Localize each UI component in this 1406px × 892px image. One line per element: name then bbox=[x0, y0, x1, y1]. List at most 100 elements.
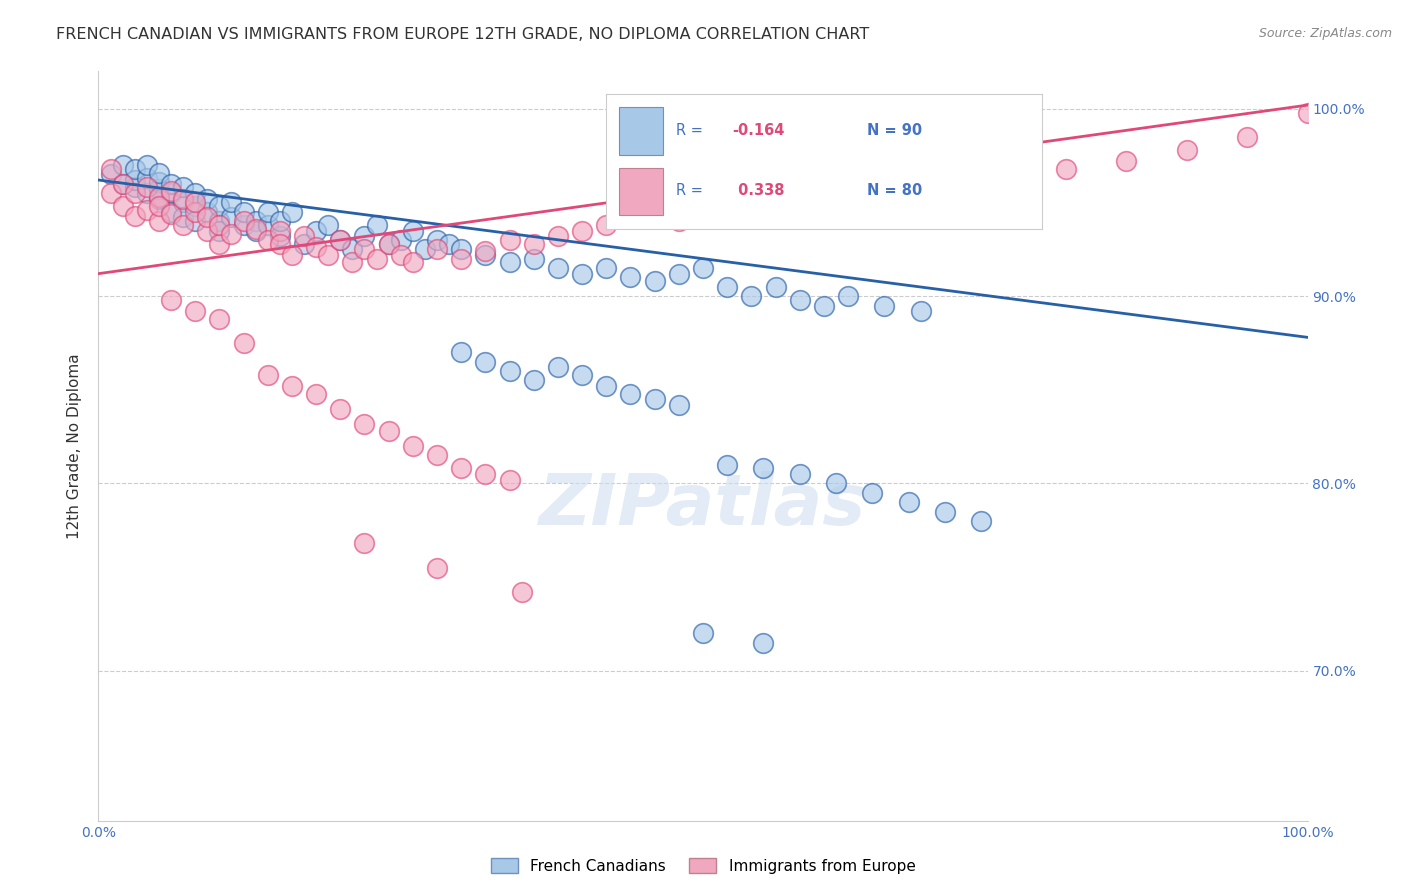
Point bbox=[523, 236, 546, 251]
Point bbox=[619, 211, 641, 225]
Point bbox=[571, 224, 593, 238]
Point bbox=[837, 180, 859, 194]
Point bbox=[305, 240, 328, 254]
Point bbox=[208, 311, 231, 326]
Point bbox=[825, 476, 848, 491]
Legend: French Canadians, Immigrants from Europe: French Canadians, Immigrants from Europe bbox=[485, 852, 921, 880]
Point bbox=[860, 486, 883, 500]
Point bbox=[124, 180, 146, 194]
Point bbox=[873, 299, 896, 313]
Point bbox=[474, 355, 496, 369]
Point bbox=[208, 199, 231, 213]
Point bbox=[498, 364, 520, 378]
Point bbox=[329, 233, 352, 247]
Point bbox=[789, 192, 811, 206]
Point bbox=[389, 248, 412, 262]
Point bbox=[269, 229, 291, 244]
Point bbox=[269, 224, 291, 238]
Point bbox=[184, 214, 207, 228]
Point bbox=[221, 211, 243, 225]
Point bbox=[305, 224, 328, 238]
Point bbox=[498, 255, 520, 269]
Point bbox=[148, 182, 170, 196]
Point bbox=[910, 304, 932, 318]
Point bbox=[547, 360, 569, 375]
Point bbox=[474, 467, 496, 482]
Point bbox=[160, 207, 183, 221]
Point bbox=[208, 218, 231, 232]
Point bbox=[184, 205, 207, 219]
Point bbox=[789, 293, 811, 307]
Point bbox=[111, 177, 134, 191]
Point bbox=[148, 199, 170, 213]
Point bbox=[329, 401, 352, 416]
Point bbox=[389, 233, 412, 247]
Point bbox=[281, 205, 304, 219]
Point bbox=[195, 224, 218, 238]
Point bbox=[619, 386, 641, 401]
Point bbox=[547, 229, 569, 244]
Point bbox=[897, 495, 920, 509]
Point bbox=[124, 173, 146, 187]
Point bbox=[377, 236, 399, 251]
Point bbox=[595, 261, 617, 276]
Point bbox=[111, 177, 134, 191]
Point bbox=[208, 224, 231, 238]
Y-axis label: 12th Grade, No Diploma: 12th Grade, No Diploma bbox=[67, 353, 83, 539]
Point bbox=[256, 233, 278, 247]
Point bbox=[692, 261, 714, 276]
Point bbox=[245, 221, 267, 235]
Point bbox=[281, 248, 304, 262]
Point bbox=[934, 173, 956, 187]
Point bbox=[148, 192, 170, 206]
Point bbox=[1296, 105, 1319, 120]
Point bbox=[232, 214, 254, 228]
Point bbox=[1175, 143, 1198, 157]
Point bbox=[366, 218, 388, 232]
Point bbox=[184, 195, 207, 210]
Point bbox=[547, 261, 569, 276]
Point bbox=[305, 386, 328, 401]
Point bbox=[148, 190, 170, 204]
Point bbox=[837, 289, 859, 303]
Point bbox=[195, 211, 218, 225]
Point bbox=[668, 214, 690, 228]
Point bbox=[692, 199, 714, 213]
Point bbox=[184, 199, 207, 213]
Point bbox=[498, 473, 520, 487]
Point bbox=[269, 236, 291, 251]
Point bbox=[329, 233, 352, 247]
Point bbox=[668, 398, 690, 412]
Point bbox=[1236, 130, 1258, 145]
Point bbox=[377, 424, 399, 438]
Point bbox=[644, 392, 666, 407]
Point bbox=[450, 243, 472, 257]
Point bbox=[221, 195, 243, 210]
Point bbox=[172, 192, 194, 206]
Point bbox=[571, 368, 593, 382]
Point bbox=[619, 270, 641, 285]
Point bbox=[172, 218, 194, 232]
Point bbox=[668, 267, 690, 281]
Point bbox=[402, 439, 425, 453]
Point bbox=[184, 186, 207, 201]
Point bbox=[148, 165, 170, 179]
Point bbox=[765, 280, 787, 294]
Point bbox=[595, 218, 617, 232]
Point bbox=[426, 233, 449, 247]
Point bbox=[692, 626, 714, 640]
Point bbox=[716, 458, 738, 472]
Text: ZIPatlas: ZIPatlas bbox=[540, 472, 866, 541]
Point bbox=[994, 177, 1017, 191]
Point bbox=[160, 177, 183, 191]
Point bbox=[644, 274, 666, 288]
Point bbox=[437, 236, 460, 251]
Point bbox=[813, 299, 835, 313]
Point bbox=[135, 186, 157, 201]
Point bbox=[232, 336, 254, 351]
Point bbox=[316, 218, 339, 232]
Point bbox=[402, 255, 425, 269]
Point bbox=[353, 417, 375, 431]
Point bbox=[316, 248, 339, 262]
Point bbox=[523, 374, 546, 388]
